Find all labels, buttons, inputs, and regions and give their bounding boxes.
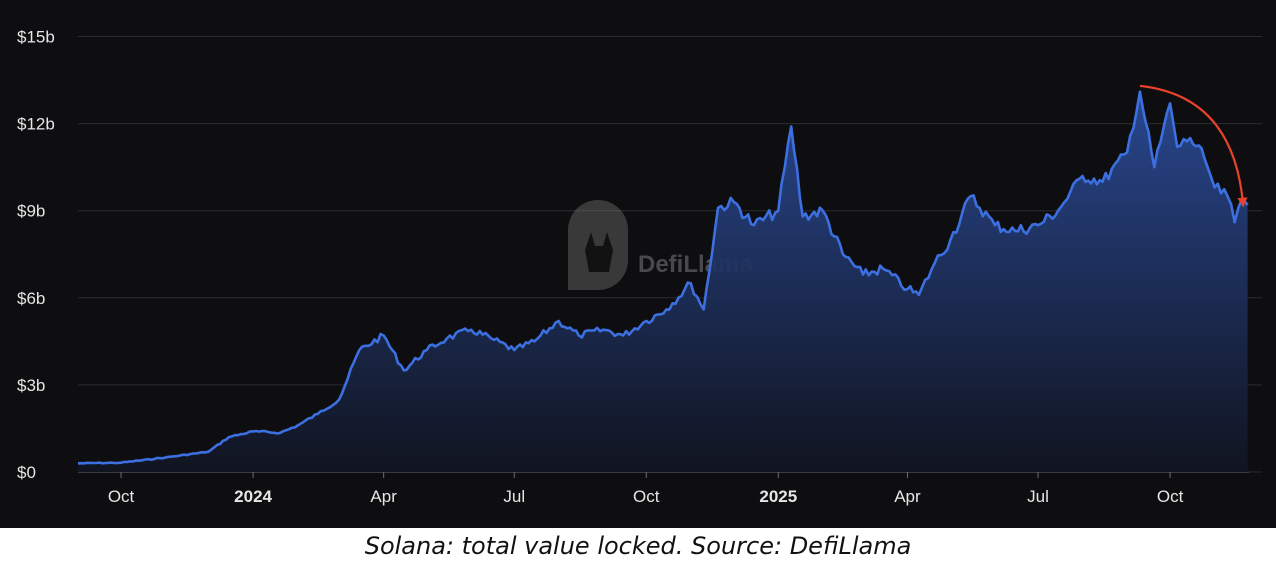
- x-tick-label: 2025: [759, 487, 797, 506]
- tvl-line: [77, 90, 1249, 465]
- y-tick-label: $15b: [17, 28, 55, 47]
- x-tick-label: Jul: [503, 487, 525, 506]
- x-tick-label: 2024: [234, 487, 272, 506]
- y-axis: $0 $3b $6b $9b $12b $15b: [17, 28, 55, 482]
- y-tick-label: $12b: [17, 115, 55, 134]
- downtrend-arrow: [1139, 84, 1248, 208]
- x-tick-label: Oct: [633, 487, 660, 506]
- x-tick-label: Jul: [1027, 487, 1049, 506]
- chart-caption: Solana: total value locked. Source: Defi…: [364, 532, 912, 560]
- y-tick-label: $9b: [17, 202, 45, 221]
- x-axis: Oct 2024 Apr Jul Oct 2025 Apr Jul Oct: [78, 472, 1249, 506]
- tvl-area-fill: [78, 91, 1248, 472]
- y-tick-label: $0: [17, 463, 36, 482]
- annotations: [1139, 84, 1248, 208]
- tvl-area-chart: $0$3b$6b$9b$12b$15b DefiLlama Oct 2024 Apr…: [17, 28, 1262, 506]
- llama-logo-icon: [568, 200, 628, 290]
- y-tick-label: $6b: [17, 289, 45, 308]
- x-tick-label: Apr: [370, 487, 397, 506]
- chart-panel: $0 $3b $6b $9b $12b $15b DefiLlama Oct 2024 Apr…: [0, 0, 1276, 528]
- x-tick-label: Apr: [894, 487, 921, 506]
- x-tick-label: Oct: [108, 487, 135, 506]
- series-layer: [77, 90, 1249, 472]
- x-tick-label: Oct: [1157, 487, 1184, 506]
- y-tick-label: $3b: [17, 376, 45, 395]
